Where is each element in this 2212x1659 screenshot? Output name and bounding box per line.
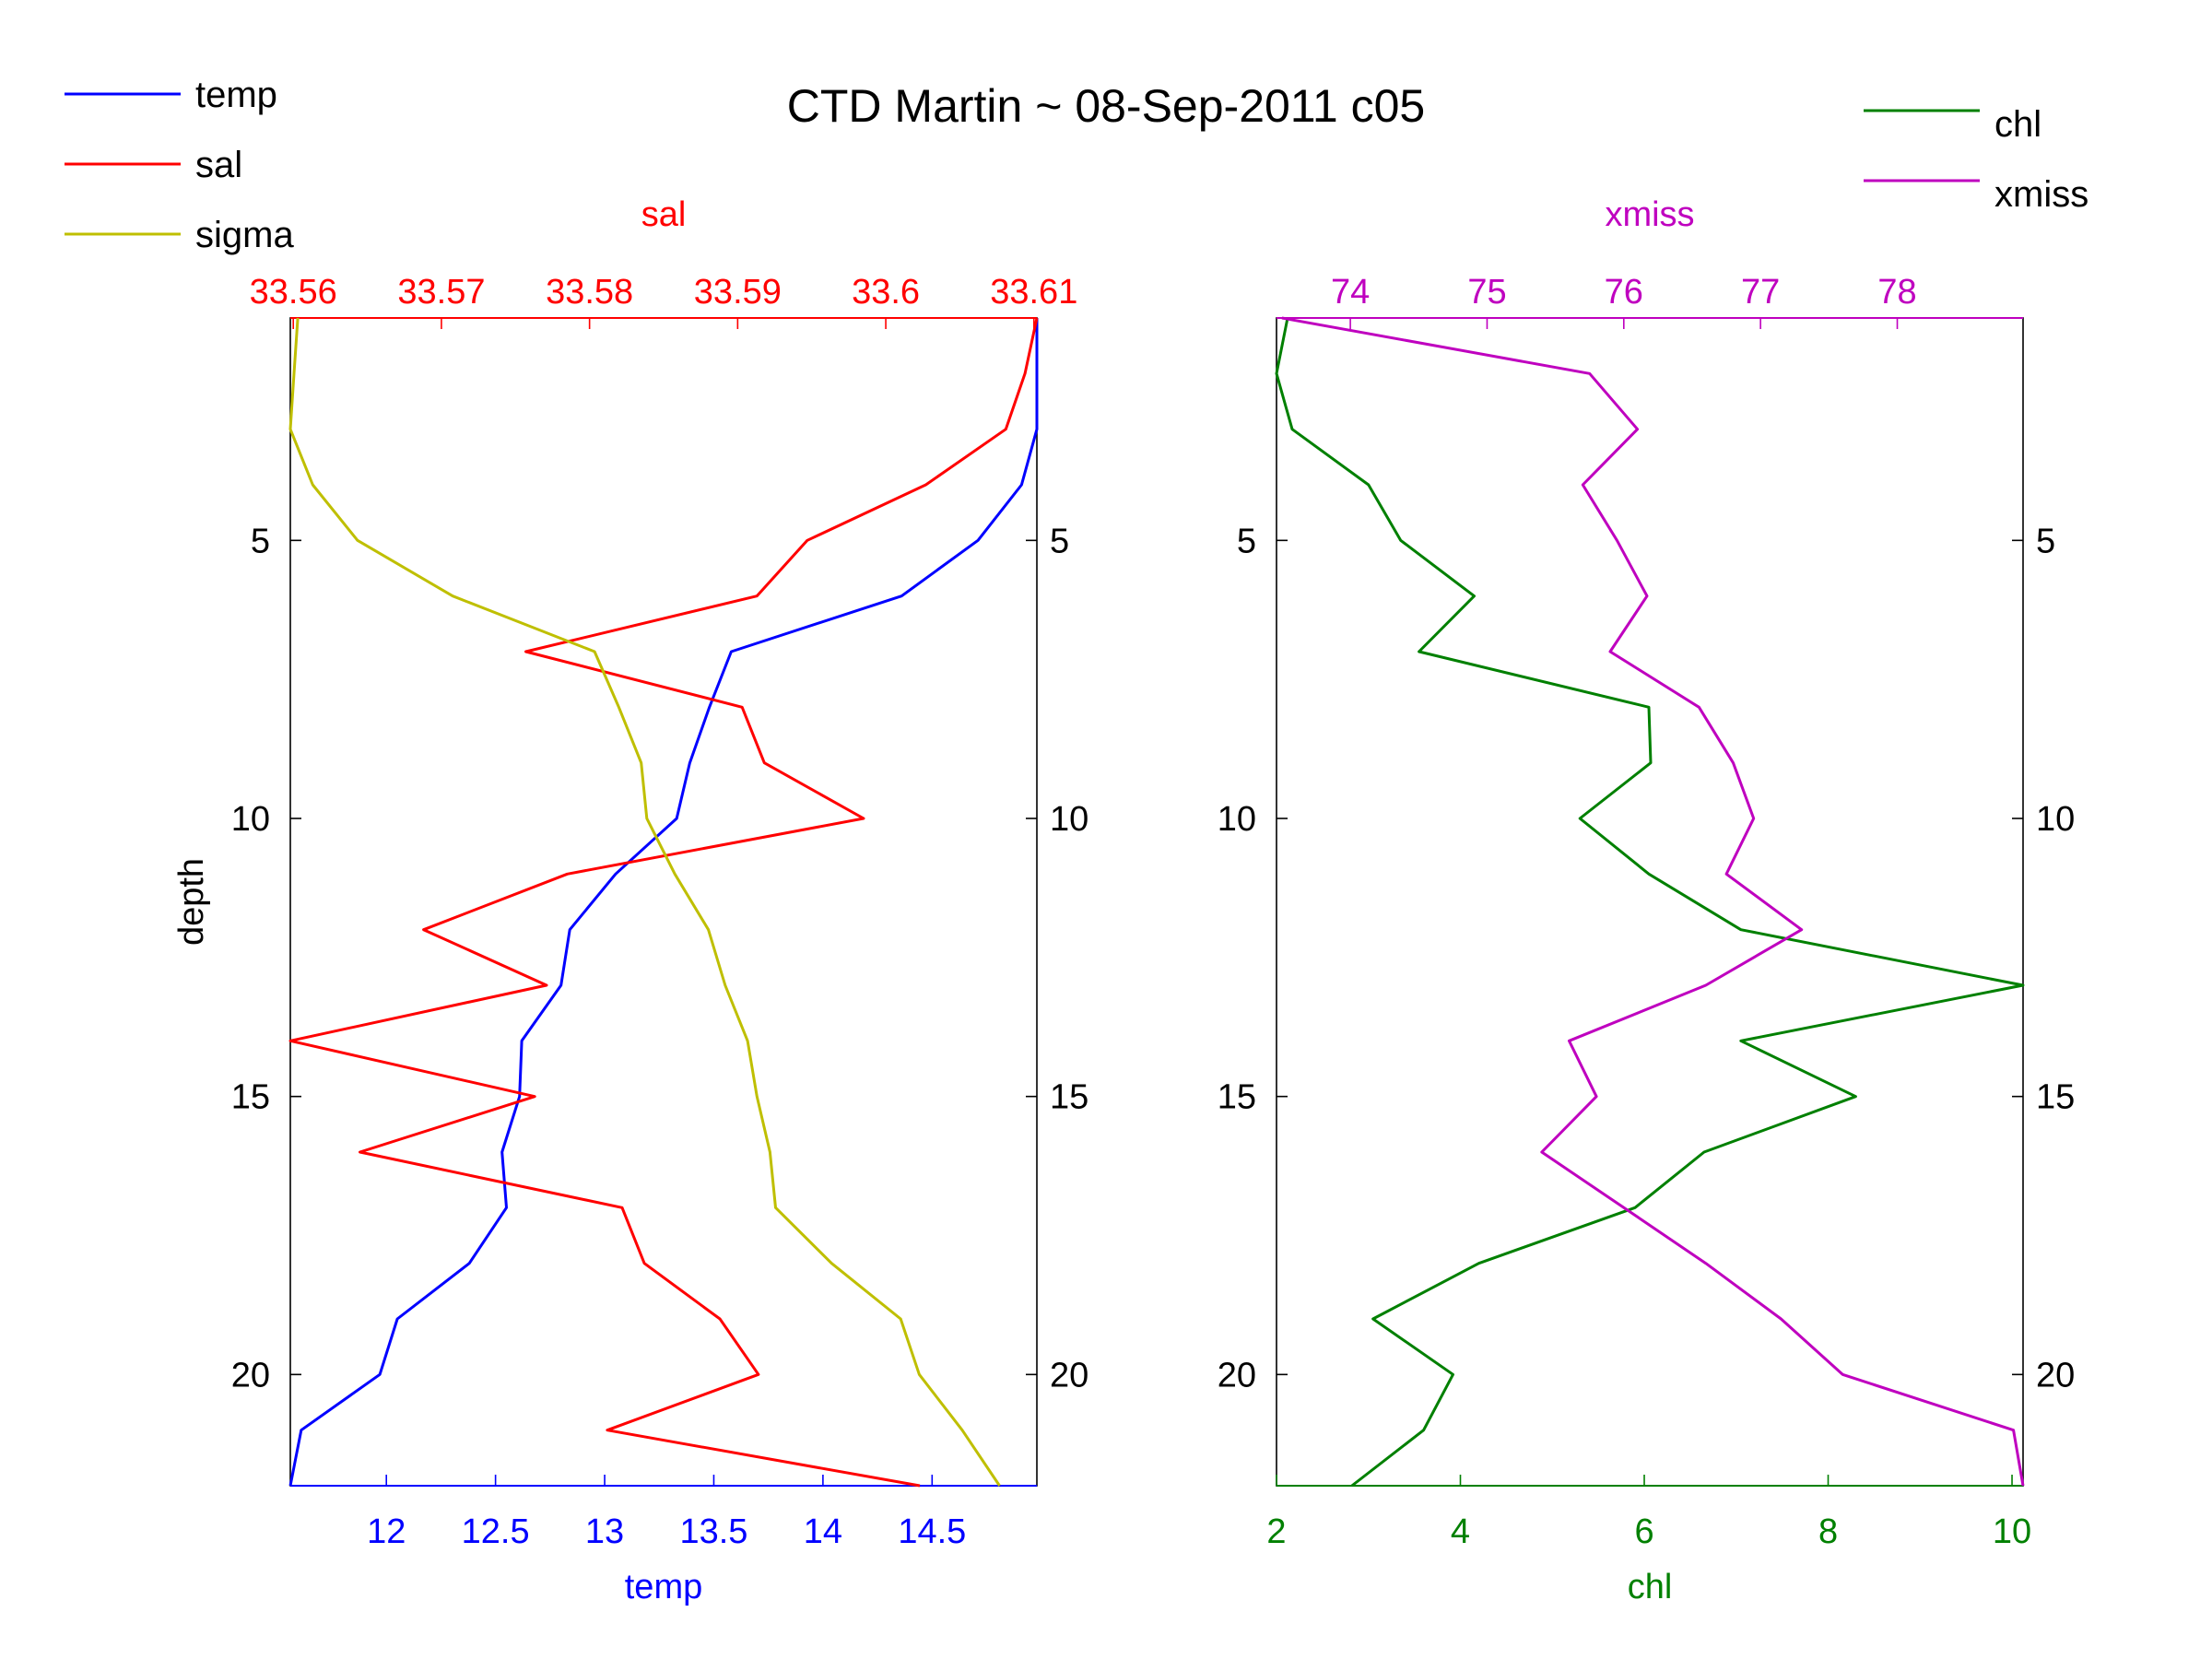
x-bottom-tick-label: 2 (1266, 1512, 1286, 1551)
y-tick-label-right: 5 (1050, 522, 1069, 560)
series-line-sal (288, 317, 1039, 1488)
plot-frame (289, 317, 1038, 1487)
left-panel: 5 5 10 10 15 15 20 20 depth 12 12.5 13 13.5 14 14.5 tem… (172, 195, 1088, 1606)
y-tick-label-left: 20 (1218, 1356, 1256, 1394)
y-tick-label-left: 5 (1237, 522, 1256, 560)
y-tick-label-right: 5 (2036, 522, 2055, 560)
legend-left: temp sal sigma (65, 75, 294, 255)
y-tick-label-left: 20 (231, 1356, 270, 1394)
series-line-chl (1275, 317, 2025, 1488)
legend-right: chl xmiss (1864, 104, 2088, 215)
x-top-tick-label: 33.58 (546, 273, 633, 312)
y-axis-label: depth (172, 858, 211, 946)
x-bottom-tick-label: 12 (367, 1512, 406, 1551)
y-tick-label-right: 15 (2036, 1078, 2075, 1117)
y-tick-label-right: 10 (2036, 800, 2075, 839)
x-bottom-tick-label: 10 (1993, 1512, 2031, 1551)
x-bottom-tick-label: 4 (1451, 1512, 1470, 1551)
x-bottom-tick-label: 14 (804, 1512, 842, 1551)
legend-label-sal: sal (195, 145, 242, 185)
y-tick-label-right: 20 (2036, 1356, 2075, 1394)
x-top-axis-label: sal (641, 195, 687, 234)
y-tick-label-right: 20 (1050, 1356, 1088, 1394)
x-bottom-tick-label: 12.5 (462, 1512, 530, 1551)
y-tick-label-right: 10 (1050, 800, 1088, 839)
x-top-tick-label: 33.57 (397, 273, 485, 312)
y-tick-label-right: 15 (1050, 1078, 1088, 1117)
x-top-tick-label: 76 (1605, 273, 1643, 312)
series-line-temp (288, 318, 1039, 1487)
x-top-tick-label: 75 (1467, 273, 1506, 312)
x-top-tick-label: 33.56 (250, 273, 337, 312)
legend-label-temp: temp (195, 75, 277, 115)
x-top-tick-label: 74 (1331, 273, 1370, 312)
x-top-tick-label: 78 (1877, 273, 1916, 312)
y-tick-label-left: 15 (1218, 1078, 1256, 1117)
x-bottom-tick-label: 8 (1818, 1512, 1838, 1551)
x-bottom-axis-label: chl (1628, 1568, 1673, 1606)
x-bottom-tick-label: 6 (1634, 1512, 1653, 1551)
y-tick-label-left: 15 (231, 1078, 270, 1117)
y-tick-label-left: 10 (231, 800, 270, 839)
legend-label-chl: chl (1994, 104, 2041, 145)
series-line-sigma (288, 317, 1001, 1487)
y-tick-label-left: 5 (251, 522, 270, 560)
x-bottom-axis-label: temp (625, 1568, 702, 1606)
x-bottom-tick-label: 13 (585, 1512, 624, 1551)
chart-title: CTD Martin ~ 08-Sep-2011 c05 (787, 80, 1425, 132)
y-tick-label-left: 10 (1218, 800, 1256, 839)
x-top-tick-label: 33.61 (990, 273, 1077, 312)
x-top-tick-label: 33.59 (694, 273, 782, 312)
series-line-xmiss (1281, 316, 2025, 1487)
legend-label-sigma: sigma (195, 215, 294, 255)
legend-label-xmiss: xmiss (1994, 174, 2088, 215)
x-top-tick-label: 77 (1741, 273, 1780, 312)
x-bottom-tick-label: 14.5 (898, 1512, 966, 1551)
x-top-tick-label: 33.6 (852, 273, 920, 312)
x-bottom-tick-label: 13.5 (679, 1512, 747, 1551)
x-top-axis-label: xmiss (1605, 195, 1694, 234)
right-panel: 5 5 10 10 15 15 20 20 2 4 6 8 10 chl 74 75 76 77 78 xmiss (1218, 195, 2076, 1606)
